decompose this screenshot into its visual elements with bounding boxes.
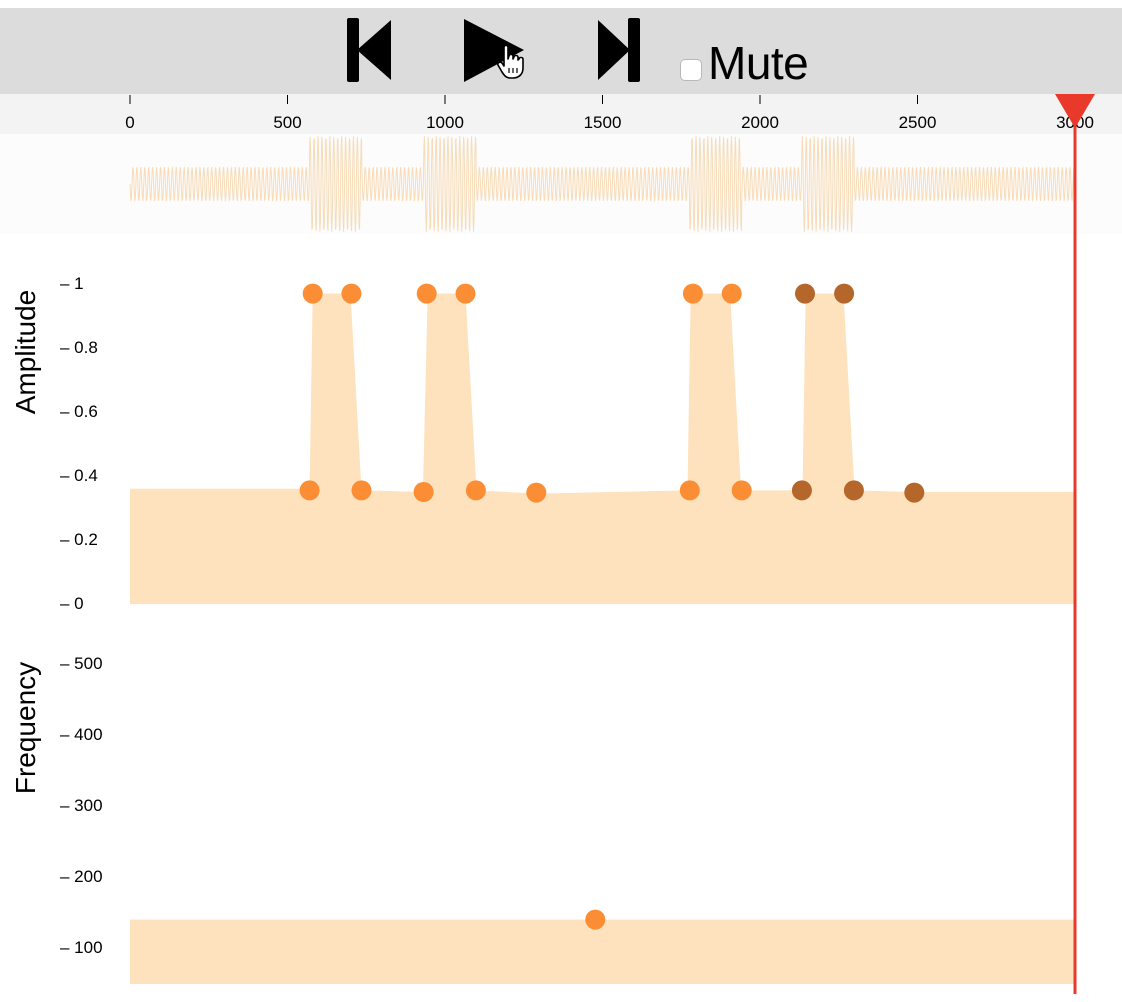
frequency-envelope-area bbox=[130, 919, 1075, 984]
skip-back-icon bbox=[347, 18, 391, 82]
amplitude-control-point[interactable] bbox=[302, 283, 323, 304]
amplitude-control-point[interactable] bbox=[341, 283, 362, 304]
amplitude-control-point[interactable] bbox=[904, 482, 925, 503]
amplitude-control-point[interactable] bbox=[413, 482, 434, 502]
frequency-tick-label: – 400 bbox=[60, 725, 103, 744]
amplitude-tick-label: – 0 bbox=[60, 594, 84, 613]
skip-forward-icon bbox=[598, 18, 640, 82]
transport-toolbar: Mute bbox=[0, 8, 1122, 94]
amplitude-control-point[interactable] bbox=[682, 283, 703, 304]
frequency-tick-label: – 300 bbox=[60, 796, 103, 815]
ruler-tick-label: 2000 bbox=[741, 113, 779, 132]
amplitude-control-point[interactable] bbox=[416, 283, 437, 304]
amplitude-control-point[interactable] bbox=[526, 482, 547, 503]
waveform-trace bbox=[129, 136, 1076, 232]
frequency-tick-label: – 100 bbox=[60, 938, 103, 957]
frequency-control-point[interactable] bbox=[585, 909, 606, 930]
amplitude-control-point[interactable] bbox=[731, 480, 752, 501]
amplitude-tick-label: – 0.6 bbox=[60, 402, 98, 421]
ruler-tick-label: 0 bbox=[125, 113, 134, 132]
amplitude-tick-label: – 0.8 bbox=[60, 338, 98, 357]
amplitude-tick-label: – 0.4 bbox=[60, 466, 98, 485]
ruler-tick-label: 2500 bbox=[899, 113, 937, 132]
amplitude-control-point[interactable] bbox=[465, 480, 486, 501]
ruler-tick-label: 1000 bbox=[426, 113, 464, 132]
amplitude-envelope-area bbox=[130, 293, 1075, 604]
amplitude-control-point[interactable] bbox=[843, 480, 864, 501]
frequency-tick-label: – 500 bbox=[60, 654, 103, 673]
amplitude-tick-label: – 0.2 bbox=[60, 530, 98, 549]
ruler-tick-label: 1500 bbox=[584, 113, 622, 132]
amplitude-control-point[interactable] bbox=[834, 283, 855, 304]
play-icon bbox=[464, 19, 524, 82]
skip-forward-button[interactable] bbox=[596, 18, 644, 84]
amplitude-control-point[interactable] bbox=[679, 480, 700, 501]
frequency-tick-label: – 200 bbox=[60, 867, 103, 886]
playhead-marker-icon[interactable] bbox=[1055, 94, 1095, 128]
amplitude-control-point[interactable] bbox=[795, 283, 815, 304]
mute-checkbox[interactable] bbox=[680, 59, 702, 81]
amplitude-tick-label: – 1 bbox=[60, 274, 84, 293]
ruler-tick-label: 500 bbox=[273, 113, 301, 132]
amplitude-control-point[interactable] bbox=[455, 283, 476, 304]
hand-cursor-icon bbox=[497, 44, 524, 79]
amplitude-control-point[interactable] bbox=[351, 480, 372, 501]
play-button[interactable] bbox=[462, 18, 526, 84]
mute-toggle[interactable]: Mute bbox=[680, 37, 809, 89]
skip-back-button[interactable] bbox=[345, 18, 395, 84]
amplitude-control-point[interactable] bbox=[791, 480, 812, 501]
time-ruler[interactable] bbox=[0, 94, 1122, 134]
mute-label: Mute bbox=[708, 37, 809, 89]
amplitude-control-point[interactable] bbox=[299, 480, 320, 501]
amplitude-control-point[interactable] bbox=[721, 283, 742, 304]
